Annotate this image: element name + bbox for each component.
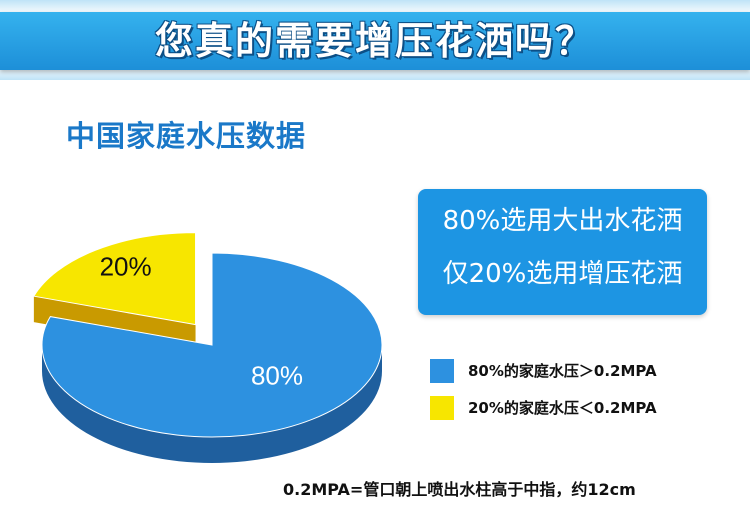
info-line-1: 80%选用大出水花洒 bbox=[442, 206, 683, 236]
header-banner: 您真的需要增压花洒吗？ bbox=[0, 0, 750, 80]
pie-label-0: 80% bbox=[251, 360, 303, 390]
info-box: 80%选用大出水花洒 仅20%选用增压花洒 bbox=[418, 189, 707, 315]
pie-chart: 80% 20% bbox=[33, 232, 383, 463]
pie-slice-side-0 bbox=[42, 345, 382, 463]
pie-slice-1 bbox=[33, 232, 197, 326]
info-line-2: 仅20%选用增压花洒 bbox=[442, 259, 683, 289]
banner-bar: 您真的需要增压花洒吗？ bbox=[0, 12, 750, 70]
legend-swatch-blue bbox=[430, 359, 454, 383]
pie-label-1: 20% bbox=[100, 251, 152, 281]
footnote: 0.2MPA=管口朝上喷出水柱高于中指，约12cm bbox=[283, 480, 636, 499]
pie-slice-0 bbox=[41, 252, 383, 438]
legend-label-high: 80%的家庭水压＞0.2MPA bbox=[468, 362, 657, 380]
banner-title: 您真的需要增压花洒吗？ bbox=[154, 19, 595, 63]
section-title: 中国家庭水压数据 bbox=[66, 119, 307, 153]
legend-swatch-yellow bbox=[430, 396, 454, 420]
legend-label-low: 20%的家庭水压＜0.2MPA bbox=[468, 399, 657, 417]
